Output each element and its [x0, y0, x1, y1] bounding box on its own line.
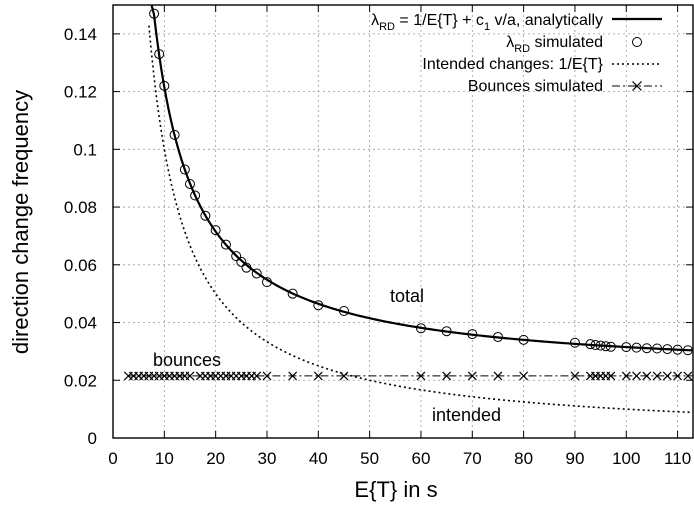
legend-swatch-simulated [632, 37, 642, 47]
simulated-point [149, 8, 160, 19]
x-tick-label: 110 [664, 449, 691, 468]
simulated-point [672, 344, 683, 355]
annotation-intended: intended [432, 405, 501, 425]
bounce-point [606, 371, 616, 381]
x-tick-label: 60 [412, 449, 431, 468]
simulated-point [631, 342, 642, 353]
simulated-point [241, 262, 252, 273]
y-axis-label: direction change frequency [8, 90, 33, 354]
bounce-point [642, 371, 652, 381]
annotation-total: total [390, 286, 424, 306]
simulated-point [492, 331, 503, 342]
y-tick-label: 0 [88, 429, 97, 448]
bounce-point [467, 371, 477, 381]
legend-label-bounces: Bounces simulated [468, 78, 603, 95]
simulated-point [585, 339, 596, 350]
y-tick-label: 0.1 [73, 140, 97, 159]
series-layer [123, 4, 694, 414]
bounce-point [313, 371, 323, 381]
simulated-point [662, 344, 673, 355]
tick-layer: 0 10 20 30 40 50 60 70 80 90 100 110 0 0.02 0.04 0.06 0.… [64, 5, 693, 468]
x-axis-label: E{T} in s [354, 477, 437, 502]
simulated-point [251, 268, 262, 279]
bounce-point [185, 371, 195, 381]
simulated-point [600, 341, 611, 352]
intended-curve [148, 25, 694, 414]
x-tick-label: 50 [360, 449, 379, 468]
simulated-point [200, 210, 211, 221]
grid-layer [113, 5, 693, 438]
bounce-point [339, 371, 349, 381]
x-tick-label: 0 [108, 449, 117, 468]
simulated-point [159, 80, 170, 91]
simulated-point [605, 341, 616, 352]
x-tick-label: 30 [258, 449, 277, 468]
simulated-point [210, 225, 221, 236]
simulated-point [415, 323, 426, 334]
simulated-point [313, 300, 324, 311]
simulated-point [154, 49, 165, 60]
legend-label-analytic: λRD = 1/E{T} + c1 v/a, analytically [371, 12, 603, 33]
simulated-point [641, 343, 652, 354]
x-tick-label: 70 [463, 449, 482, 468]
bounce-point [493, 371, 503, 381]
bounce-point [262, 371, 272, 381]
bounce-point [621, 371, 631, 381]
x-tick-label: 10 [155, 449, 174, 468]
x-tick-label: 90 [565, 449, 584, 468]
simulated-point [595, 340, 606, 351]
y-tick-label: 0.06 [64, 256, 97, 275]
bounce-point [288, 371, 298, 381]
simulated-point [261, 277, 272, 288]
legend-label-intended: Intended changes: 1/E{T} [422, 56, 603, 73]
bounce-point [442, 371, 452, 381]
simulated-point [220, 239, 231, 250]
bounce-point [683, 371, 693, 381]
simulated-point [621, 342, 632, 353]
simulated-point [652, 343, 663, 354]
simulated-point [169, 129, 180, 140]
bounce-point [632, 371, 641, 381]
simulated-point [231, 251, 242, 262]
simulated-point [590, 340, 601, 351]
bounce-point [570, 371, 580, 381]
simulated-point [179, 164, 190, 175]
y-tick-label: 0.14 [64, 25, 97, 44]
simulated-point [190, 190, 201, 201]
bounce-point [252, 371, 262, 381]
y-tick-label: 0.02 [64, 371, 97, 390]
bounce-point [652, 371, 662, 381]
legend-swatch-bounces-cross [632, 81, 642, 91]
y-tick-label: 0.08 [64, 198, 97, 217]
bounce-point [662, 371, 672, 381]
bounce-point [673, 371, 683, 381]
simulated-point [569, 337, 580, 348]
x-tick-label: 20 [206, 449, 225, 468]
plot-frame [112, 4, 694, 439]
simulated-point [441, 326, 452, 337]
simulated-point [518, 334, 529, 345]
simulated-point [236, 256, 247, 267]
bounce-point [416, 371, 426, 381]
y-tick-label: 0.12 [64, 83, 97, 102]
analytic-curve [150, 4, 694, 352]
simulated-point [338, 305, 349, 316]
simulated-point [467, 329, 478, 340]
legend: λRD = 1/E{T} + c1 v/a, analytically λRD … [371, 12, 662, 95]
annotation-bounces: bounces [153, 350, 221, 370]
simulated-point [287, 288, 298, 299]
x-tick-label: 80 [514, 449, 533, 468]
x-tick-label: 40 [309, 449, 328, 468]
y-tick-label: 0.04 [64, 314, 97, 333]
simulated-point [184, 178, 195, 189]
legend-label-simulated: λRD simulated [506, 34, 603, 55]
bounce-point [519, 371, 529, 381]
x-tick-label: 100 [612, 449, 640, 468]
